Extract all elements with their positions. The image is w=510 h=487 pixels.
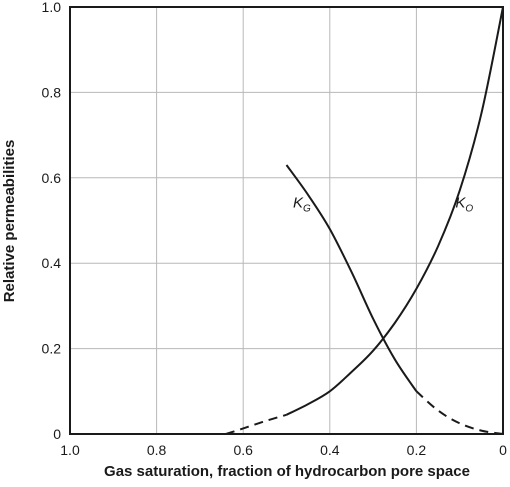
x-tick-label: 0 xyxy=(499,442,507,458)
x-axis-title: Gas saturation, fraction of hydrocarbon … xyxy=(104,463,470,480)
y-tick-label: 0.4 xyxy=(42,255,62,271)
x-tick-label: 0.4 xyxy=(320,442,340,458)
x-tick-label: 0.2 xyxy=(407,442,427,458)
grid-layer xyxy=(70,7,503,434)
y-tick-label: 1.0 xyxy=(42,0,62,15)
tick-layer: 1.0 0.8 0.6 0.4 0.2 0 0 0.2 0.4 0.6 0.8 1.0 xyxy=(42,0,508,458)
x-tick-label: 0.8 xyxy=(147,442,167,458)
y-tick-label: 0 xyxy=(53,426,61,442)
y-tick-label: 0.2 xyxy=(42,341,62,357)
plot-frame xyxy=(69,6,504,435)
y-tick-label: 0.6 xyxy=(42,170,62,186)
series-label-subscript: O xyxy=(465,204,473,215)
curve-layer xyxy=(225,6,504,435)
series-label-k-o: KO xyxy=(455,195,473,215)
series-label-main: K xyxy=(293,195,304,212)
y-axis-title: Relative permeabilities xyxy=(1,140,18,303)
x-tick-label: 1.0 xyxy=(60,442,80,458)
series-extrapolation-k-o xyxy=(225,413,287,435)
series-line-k-g xyxy=(285,164,418,392)
series-line-k-o xyxy=(286,6,504,416)
y-tick-label: 0.8 xyxy=(42,84,62,100)
x-tick-label: 0.6 xyxy=(233,442,253,458)
series-label-k-g: KG xyxy=(293,195,311,215)
series-label-main: K xyxy=(455,195,466,212)
series-label-subscript: G xyxy=(303,204,311,215)
series-extrapolation-k-g xyxy=(415,390,504,435)
